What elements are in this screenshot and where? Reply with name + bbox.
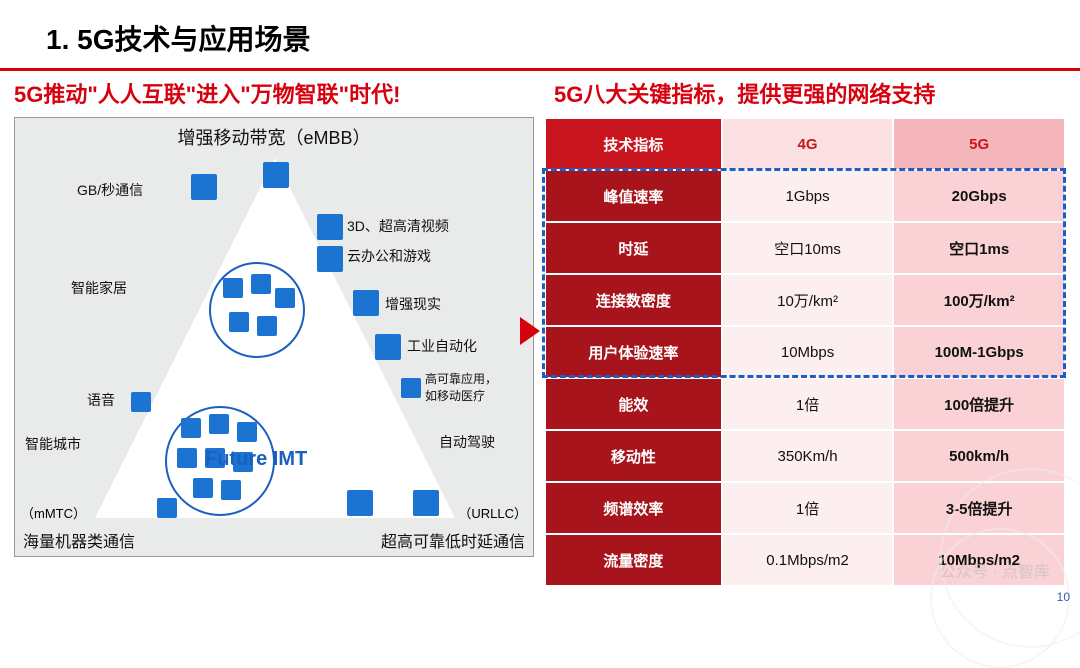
cell-4g: 1Gbps (723, 171, 893, 221)
cell-metric: 移动性 (546, 431, 721, 481)
node-icon (317, 214, 343, 240)
cell-5g: 20Gbps (894, 171, 1064, 221)
header-5g: 5G (894, 119, 1064, 169)
node-icon (317, 246, 343, 272)
cell-metric: 流量密度 (546, 535, 721, 585)
label-gb: GB/秒通信 (77, 180, 143, 200)
urllc-label: （URLLC） (458, 503, 527, 522)
future-imt-label: Future IMT (205, 448, 307, 471)
arrow-icon (520, 317, 540, 345)
circle-smarthome (209, 262, 305, 358)
decor-circle (930, 528, 1070, 668)
table-row: 移动性350Km/h500km/h (546, 431, 1064, 481)
page-number: 10 (1057, 590, 1070, 604)
cell-4g: 0.1Mbps/m2 (723, 535, 893, 585)
cell-4g: 1倍 (723, 483, 893, 533)
node-icon (375, 334, 401, 360)
node-icon (257, 316, 277, 336)
header-4g: 4G (723, 119, 893, 169)
label-smartcity: 智能城市 (25, 434, 81, 454)
node-icon (191, 174, 217, 200)
node-icon (237, 422, 257, 442)
cell-metric: 连接数密度 (546, 275, 721, 325)
node-icon (181, 418, 201, 438)
slide-title: 1. 5G技术与应用场景 (0, 0, 1080, 68)
cell-4g: 1倍 (723, 379, 893, 429)
label-cloud: 云办公和游戏 (347, 246, 431, 266)
node-icon (157, 498, 177, 518)
node-icon (401, 378, 421, 398)
table-row: 用户体验速率10Mbps100M-1Gbps (546, 327, 1064, 377)
table-row: 连接数密度10万/km²100万/km² (546, 275, 1064, 325)
cell-4g: 10Mbps (723, 327, 893, 377)
triangle-top-label: 增强移动带宽（eMBB） (177, 124, 370, 150)
cell-4g: 10万/km² (723, 275, 893, 325)
node-icon (209, 414, 229, 434)
cell-metric: 时延 (546, 223, 721, 273)
cell-5g: 100万/km² (894, 275, 1064, 325)
node-icon (193, 478, 213, 498)
node-icon (353, 290, 379, 316)
cell-5g: 100倍提升 (894, 379, 1064, 429)
label-industry: 工业自动化 (407, 336, 477, 356)
cell-5g: 100M-1Gbps (894, 327, 1064, 377)
cell-5g: 空口1ms (894, 223, 1064, 273)
cell-metric: 频谱效率 (546, 483, 721, 533)
label-medical: 高可靠应用， 如移动医疗 (425, 370, 497, 404)
label-smarthome: 智能家居 (71, 278, 127, 298)
header-metric: 技术指标 (546, 119, 721, 169)
bottom-left-label: 海量机器类通信 (23, 528, 135, 552)
node-icon (221, 480, 241, 500)
watermark: 公众号 · 点智库 (940, 558, 1050, 582)
triangle-diagram: 增强移动带宽（eMBB） GB/秒通信 智能家居 语音 智能城市 3D、超高清视… (14, 117, 534, 557)
bottom-right-label: 超高可靠低时延通信 (381, 528, 525, 552)
node-icon (223, 278, 243, 298)
subtitle-left: 5G推动"人人互联"进入"万物智联"时代! (14, 77, 534, 109)
cell-metric: 峰值速率 (546, 171, 721, 221)
label-ar: 增强现实 (385, 294, 441, 314)
table-row: 时延空口10ms空口1ms (546, 223, 1064, 273)
table-row: 能效1倍100倍提升 (546, 379, 1064, 429)
cell-4g: 350Km/h (723, 431, 893, 481)
node-icon (251, 274, 271, 294)
node-icon (263, 162, 289, 188)
label-voice: 语音 (87, 390, 115, 410)
label-3d: 3D、超高清视频 (347, 216, 449, 236)
label-autodrive: 自动驾驶 (439, 432, 495, 452)
table-row: 峰值速率1Gbps20Gbps (546, 171, 1064, 221)
node-icon (347, 490, 373, 516)
title-underline (0, 68, 1080, 71)
node-icon (131, 392, 151, 412)
mmtc-label: （mMTC） (21, 503, 86, 522)
cell-metric: 能效 (546, 379, 721, 429)
node-icon (275, 288, 295, 308)
subtitle-right: 5G八大关键指标，提供更强的网络支持 (554, 77, 1066, 109)
cell-metric: 用户体验速率 (546, 327, 721, 377)
node-icon (229, 312, 249, 332)
cell-4g: 空口10ms (723, 223, 893, 273)
node-icon (413, 490, 439, 516)
node-icon (177, 448, 197, 468)
